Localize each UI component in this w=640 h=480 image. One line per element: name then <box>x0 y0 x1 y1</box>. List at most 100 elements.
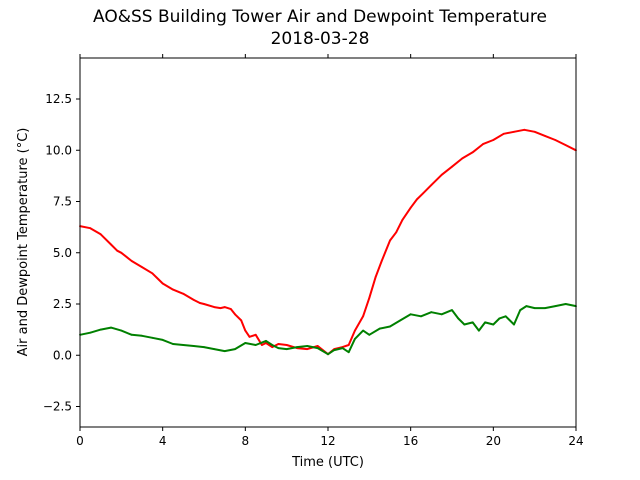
data-point <box>362 329 364 332</box>
series-0 <box>79 128 577 356</box>
data-point <box>199 302 201 304</box>
data-point <box>544 307 546 309</box>
data-point <box>389 239 391 242</box>
data-point <box>484 321 486 324</box>
data-point <box>420 315 422 318</box>
data-point <box>525 305 528 307</box>
data-point <box>327 353 329 356</box>
data-point <box>161 282 164 285</box>
y-tick-label: 10.0 <box>45 143 72 157</box>
series-line <box>79 128 577 356</box>
y-tick-label: 5.0 <box>53 246 72 260</box>
data-point <box>374 276 377 279</box>
data-point <box>380 260 383 262</box>
data-point <box>502 132 505 135</box>
data-point <box>261 344 263 346</box>
data-point <box>461 157 464 160</box>
data-point <box>141 334 143 337</box>
data-point <box>395 231 398 234</box>
y-tick-label: −2.5 <box>43 400 72 414</box>
data-point <box>161 339 164 341</box>
data-point <box>89 227 92 230</box>
y-tick-label: 0.0 <box>53 348 72 362</box>
data-point <box>482 143 484 146</box>
data-point <box>409 206 412 209</box>
x-tick-label: 24 <box>568 434 583 448</box>
x-tick-label: 4 <box>159 434 167 448</box>
data-point <box>254 344 257 346</box>
data-point <box>192 345 195 347</box>
data-point <box>422 192 424 195</box>
data-point <box>409 313 412 316</box>
x-axis-label: Time (UTC) <box>291 455 364 470</box>
data-point <box>471 321 474 324</box>
data-point <box>172 343 174 345</box>
data-point <box>230 308 232 310</box>
data-point <box>440 313 443 316</box>
data-point <box>141 266 143 268</box>
data-point <box>362 315 364 318</box>
data-point <box>451 165 453 168</box>
data-point <box>533 130 536 133</box>
data-point <box>554 139 557 141</box>
data-point <box>306 348 309 350</box>
data-point <box>116 249 119 252</box>
data-point <box>271 346 274 348</box>
data-point <box>341 347 344 349</box>
data-point <box>244 329 247 332</box>
series-1 <box>79 303 577 356</box>
data-point <box>471 151 474 154</box>
data-point <box>440 173 443 176</box>
data-point <box>213 306 216 308</box>
data-point <box>120 251 123 254</box>
data-point <box>457 317 460 320</box>
data-point <box>316 345 319 347</box>
data-point <box>99 233 102 236</box>
data-point <box>240 319 243 322</box>
data-point <box>110 326 112 329</box>
x-tick-label: 12 <box>320 434 335 448</box>
data-point <box>533 307 536 309</box>
data-point <box>265 340 267 342</box>
data-point <box>451 309 453 311</box>
data-point <box>99 328 102 331</box>
data-point <box>519 309 522 311</box>
data-point <box>172 288 174 291</box>
chart-title: AO&SS Building Tower Air and Dewpoint Te… <box>92 7 547 27</box>
data-point <box>213 348 216 350</box>
data-point <box>234 313 236 316</box>
plot-frame <box>79 57 577 428</box>
data-point <box>130 333 133 336</box>
data-point <box>368 297 371 299</box>
data-point <box>223 350 226 352</box>
data-point <box>504 315 507 318</box>
series-layer <box>79 128 577 356</box>
data-point <box>544 135 546 137</box>
data-point <box>389 325 391 328</box>
data-point <box>110 243 112 246</box>
data-point <box>285 344 288 346</box>
data-point <box>182 292 185 295</box>
data-point <box>564 144 567 147</box>
x-tick-label: 20 <box>486 434 501 448</box>
data-point <box>430 311 433 314</box>
data-point <box>120 329 123 332</box>
data-point <box>182 344 185 346</box>
data-point <box>248 335 251 338</box>
data-point <box>492 323 495 326</box>
data-point <box>333 349 336 351</box>
data-point <box>316 347 319 349</box>
data-point <box>463 323 466 326</box>
data-point <box>554 305 557 307</box>
data-point <box>306 345 309 347</box>
data-point <box>130 260 133 262</box>
data-point <box>151 272 154 275</box>
data-point <box>223 306 226 308</box>
data-point <box>277 343 280 345</box>
data-point <box>354 338 356 340</box>
data-point <box>416 198 418 201</box>
data-point <box>285 348 288 350</box>
series-line <box>79 303 577 356</box>
data-point <box>513 323 515 326</box>
